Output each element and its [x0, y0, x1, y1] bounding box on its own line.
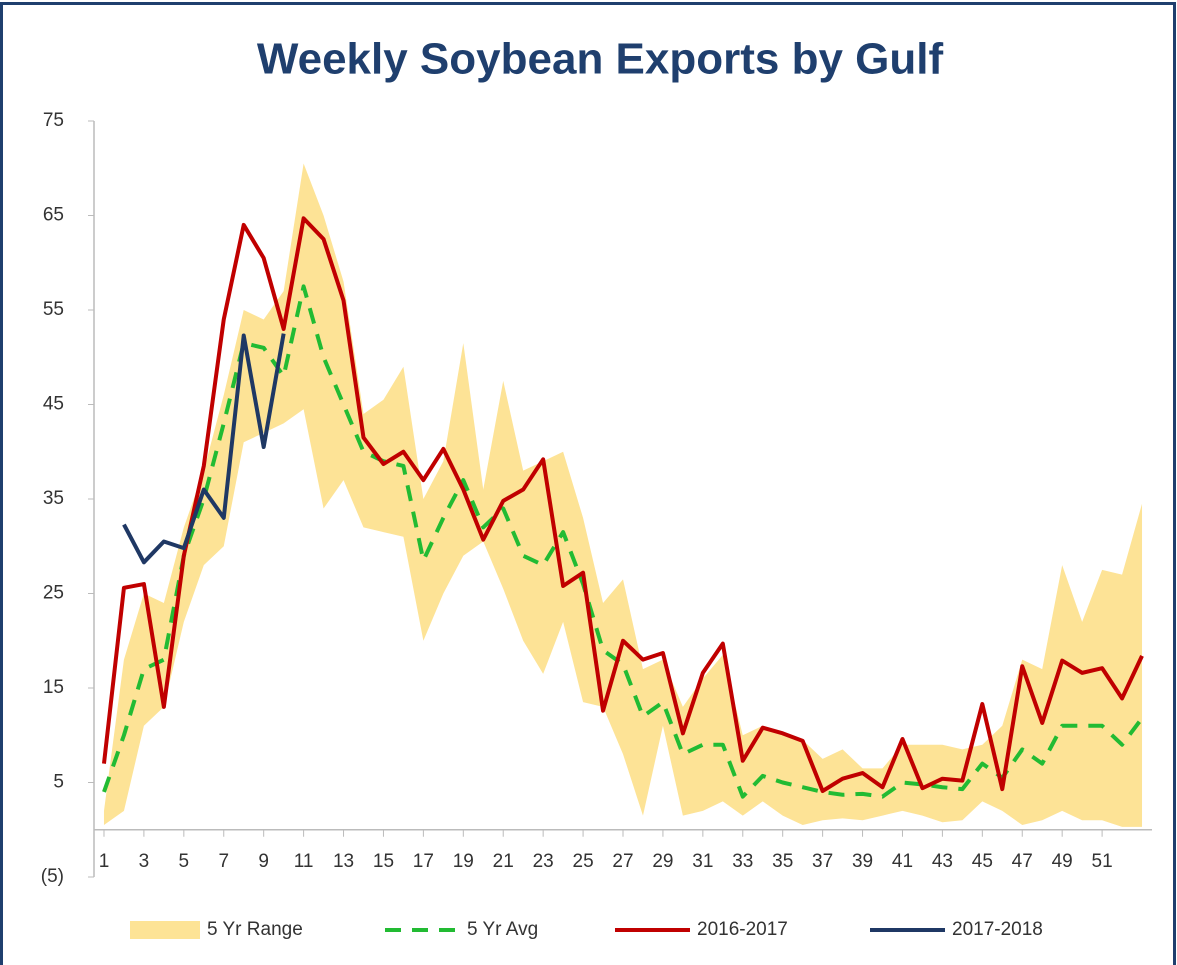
chart-title: Weekly Soybean Exports by Gulf: [257, 35, 944, 84]
y-tick-label: 5: [53, 772, 64, 793]
x-tick-label: 45: [972, 851, 993, 872]
x-tick-label: 13: [333, 851, 354, 872]
series-line: [101, 216, 1144, 794]
y-tick-label: 55: [43, 299, 64, 320]
legend-label: 2017-2018: [952, 919, 1043, 940]
legend-label: 5 Yr Avg: [467, 919, 538, 940]
y-tick-label: 65: [43, 205, 64, 226]
x-tick-label: 23: [533, 851, 554, 872]
x-tick-label: 33: [732, 851, 753, 872]
x-tick-label: 19: [453, 851, 474, 872]
x-tick-label: 49: [1052, 851, 1073, 872]
x-tick-label: 15: [373, 851, 394, 872]
x-tick-label: 35: [772, 851, 793, 872]
x-tick-label: 51: [1092, 851, 1113, 872]
x-tick-label: 31: [692, 851, 713, 872]
x-tick-label: 25: [573, 851, 594, 872]
y-tick-label: 75: [43, 110, 64, 131]
legend-swatch: [130, 921, 200, 939]
x-tick-label: 7: [218, 851, 229, 872]
x-tick-label: 1: [99, 851, 110, 872]
x-tick-label: 27: [612, 851, 633, 872]
x-tick-label: 11: [294, 851, 314, 872]
legend-label: 5 Yr Range: [207, 919, 303, 940]
x-tick-label: 29: [652, 851, 673, 872]
y-tick-label: 45: [43, 394, 64, 415]
y-tick-label: 35: [43, 488, 64, 509]
x-tick-label: 5: [179, 851, 190, 872]
x-tick-label: 21: [493, 851, 514, 872]
x-tick-label: 43: [932, 851, 953, 872]
series-line: [122, 333, 286, 565]
x-tick-label: 39: [852, 851, 873, 872]
x-tick-label: 17: [413, 851, 434, 872]
x-tick-label: 3: [139, 851, 150, 872]
x-tick-label: 47: [1012, 851, 1033, 872]
x-tick-label: 41: [892, 851, 913, 872]
x-tick-label: 37: [812, 851, 833, 872]
legend-label: 2016-2017: [697, 919, 788, 940]
y-tick-label: 15: [43, 677, 64, 698]
x-tick-label: 9: [258, 851, 269, 872]
y-tick-label: (5): [41, 866, 64, 887]
y-tick-label: 25: [43, 583, 64, 604]
